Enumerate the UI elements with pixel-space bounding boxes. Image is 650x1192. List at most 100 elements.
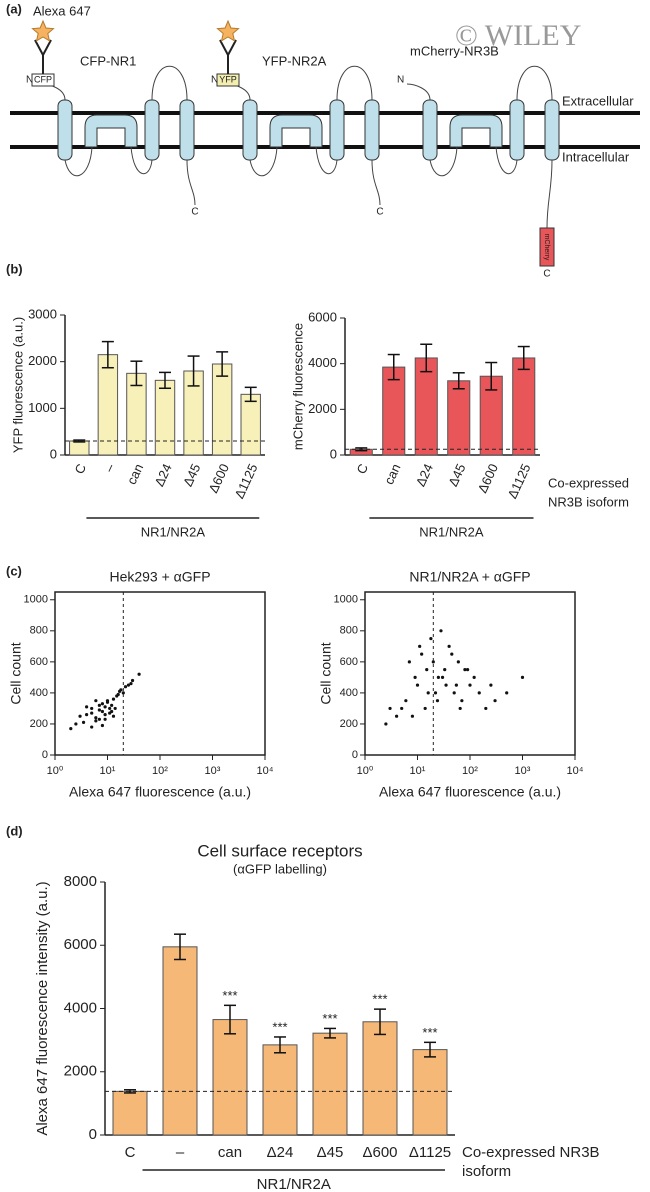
point bbox=[395, 714, 399, 718]
point bbox=[505, 691, 509, 695]
group-label: NR1/NR2A bbox=[419, 524, 484, 539]
point bbox=[97, 708, 101, 712]
bar bbox=[212, 1019, 248, 1136]
point bbox=[520, 675, 525, 679]
n-terminus: N bbox=[26, 75, 33, 86]
helix bbox=[57, 99, 73, 161]
intracellular-label: Intracellular bbox=[562, 149, 630, 164]
point bbox=[384, 722, 388, 726]
point bbox=[100, 723, 105, 728]
point bbox=[137, 672, 141, 676]
point bbox=[90, 711, 94, 715]
significance: *** bbox=[272, 1019, 287, 1034]
point bbox=[460, 699, 464, 703]
y-axis-label: Cell count bbox=[318, 642, 334, 704]
y-tick-label: 0 bbox=[89, 1126, 97, 1143]
helix bbox=[364, 99, 380, 161]
bar bbox=[97, 354, 119, 456]
loop bbox=[495, 146, 518, 175]
point bbox=[454, 683, 458, 687]
point bbox=[431, 660, 435, 664]
helix bbox=[242, 99, 258, 161]
bar bbox=[414, 357, 438, 456]
x-tick-label: 10² bbox=[462, 765, 478, 777]
point bbox=[94, 699, 98, 703]
point bbox=[450, 652, 454, 656]
pore-loop bbox=[269, 114, 323, 148]
point bbox=[388, 706, 392, 711]
panel-label: (b) bbox=[6, 261, 23, 276]
c-tail bbox=[186, 159, 196, 206]
point bbox=[400, 706, 404, 711]
point bbox=[85, 713, 89, 717]
fluorophore-star bbox=[31, 19, 55, 42]
point bbox=[100, 709, 105, 714]
note: Co-expressed NR3B bbox=[462, 1144, 600, 1161]
fluorophore-label: Alexa 647 bbox=[33, 3, 91, 18]
point bbox=[103, 717, 107, 721]
y-tick-label: 0 bbox=[352, 749, 358, 761]
bar bbox=[512, 357, 536, 456]
x-tick-label: 10⁰ bbox=[47, 765, 64, 777]
significance: *** bbox=[322, 1011, 337, 1026]
point bbox=[426, 691, 430, 695]
x-tick-label: C bbox=[354, 461, 372, 476]
point bbox=[407, 660, 411, 664]
y-axis-label: mCherry fluorescence bbox=[290, 323, 305, 450]
helix bbox=[144, 99, 160, 161]
x-tick-label: can bbox=[381, 461, 403, 486]
point bbox=[110, 703, 114, 707]
y-tick-label: 4000 bbox=[64, 999, 97, 1016]
x-tick-label: Δ600 bbox=[206, 461, 232, 495]
point bbox=[85, 705, 89, 709]
y-tick-label: 800 bbox=[340, 625, 358, 637]
point bbox=[404, 699, 408, 703]
point bbox=[121, 691, 125, 695]
bar bbox=[412, 1049, 448, 1136]
extracellular-label: Extracellular bbox=[562, 93, 634, 108]
point bbox=[111, 697, 116, 701]
point bbox=[105, 700, 110, 704]
y-tick-label: 0 bbox=[42, 749, 48, 761]
point bbox=[90, 706, 94, 711]
y-tick-label: 0 bbox=[50, 446, 57, 461]
x-tick-label: can bbox=[124, 461, 146, 486]
x-tick-label: Δ24 bbox=[413, 461, 436, 488]
c-terminus: C bbox=[191, 207, 198, 218]
pore-loop bbox=[449, 114, 503, 148]
tag-box bbox=[539, 227, 555, 267]
plot-frame bbox=[364, 591, 576, 756]
x-tick-label: – bbox=[101, 461, 118, 475]
point bbox=[117, 689, 122, 693]
point bbox=[443, 668, 447, 672]
point bbox=[463, 668, 467, 672]
x-tick-label: Δ1125 bbox=[231, 461, 260, 501]
receptor-name: CFP-NR1 bbox=[80, 53, 136, 68]
bar bbox=[312, 1032, 348, 1136]
bar bbox=[162, 946, 198, 1136]
loop bbox=[429, 146, 458, 177]
bar bbox=[262, 1044, 298, 1136]
y-tick-label: 200 bbox=[30, 718, 48, 730]
y-tick-label: 3000 bbox=[28, 306, 57, 321]
y-tick-label: 0 bbox=[330, 446, 337, 461]
y-tick-label: 400 bbox=[340, 687, 358, 699]
x-tick-label: C bbox=[72, 461, 90, 476]
fluorophore-star bbox=[216, 19, 240, 42]
x-tick-label: Δ1125 bbox=[409, 1144, 451, 1161]
x-tick-label: – bbox=[176, 1144, 185, 1161]
chart-subtitle: (αGFP labelling) bbox=[233, 861, 327, 876]
point bbox=[108, 706, 112, 711]
point bbox=[493, 699, 497, 703]
point bbox=[94, 719, 98, 723]
point bbox=[116, 692, 120, 697]
significance: *** bbox=[422, 1025, 437, 1040]
point bbox=[439, 629, 443, 633]
significance: *** bbox=[372, 992, 387, 1007]
c-terminus: C bbox=[543, 269, 550, 280]
point bbox=[447, 644, 451, 648]
chart-title: NR1/NR2A + αGFP bbox=[409, 569, 530, 585]
point bbox=[100, 702, 105, 706]
point bbox=[410, 714, 415, 718]
point bbox=[456, 660, 460, 664]
